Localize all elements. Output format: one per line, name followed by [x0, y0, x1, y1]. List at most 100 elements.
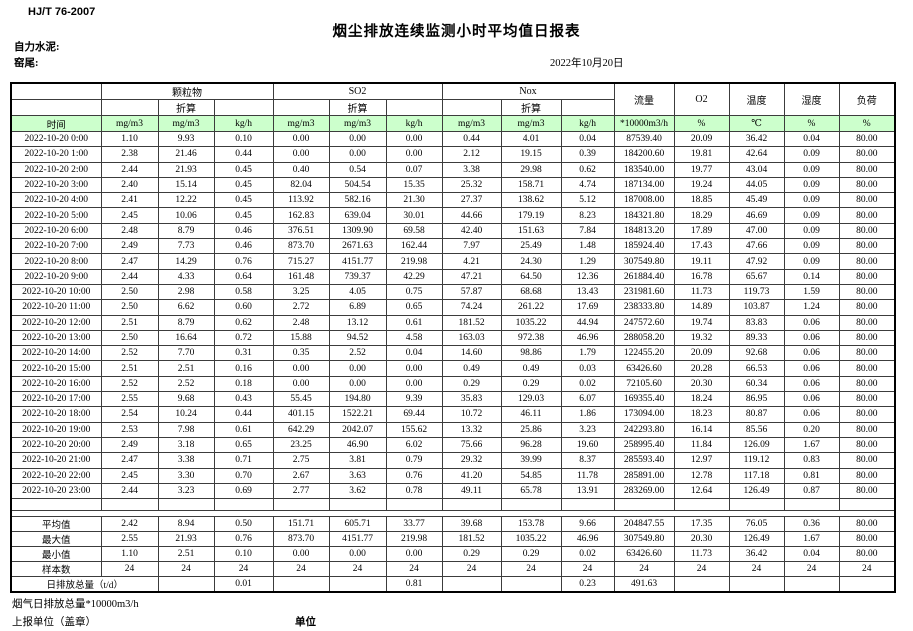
- value-cell: 0.09: [783, 253, 840, 270]
- value-cell: 0.62: [560, 161, 615, 178]
- value-cell: 0.00: [272, 146, 330, 163]
- value-cell: 2.52: [157, 375, 215, 393]
- unit-cell: mg/m3: [328, 115, 387, 132]
- value-cell: 2.50: [100, 329, 159, 347]
- value-cell: 194.80: [328, 391, 387, 408]
- table-row: 2022-10-20 8:00 2.47 14.29 0.76 715.27 4151.7…: [10, 253, 896, 270]
- value-cell: 169355.40: [613, 391, 675, 408]
- value-cell: 17.43: [673, 238, 730, 255]
- value-cell: 0.02: [560, 375, 615, 393]
- summary-value: [728, 576, 785, 593]
- value-cell: 0.29: [441, 375, 502, 393]
- value-cell: 2.41: [100, 192, 159, 209]
- empty-cell: [728, 498, 785, 512]
- time-cell: 2022-10-20 22:00: [10, 467, 102, 484]
- summary-value: 8.94: [157, 516, 215, 533]
- value-cell: 29.32: [441, 452, 502, 469]
- value-cell: 4.58: [385, 329, 443, 347]
- value-cell: 1522.21: [328, 406, 387, 423]
- time-cell: 2022-10-20 11:00: [10, 299, 102, 316]
- value-cell: 19.15: [500, 146, 562, 163]
- value-cell: 0.09: [783, 176, 840, 194]
- value-cell: 80.00: [838, 176, 896, 194]
- value-cell: 25.49: [500, 238, 562, 255]
- time-cell: 2022-10-20 1:00: [10, 146, 102, 163]
- value-cell: 42.64: [728, 146, 785, 163]
- value-cell: 0.09: [783, 222, 840, 240]
- time-cell: 2022-10-20 12:00: [10, 314, 102, 331]
- value-cell: 0.60: [213, 299, 274, 316]
- value-cell: 2.44: [100, 482, 159, 500]
- value-cell: 18.29: [673, 207, 730, 224]
- value-cell: 68.68: [500, 283, 562, 301]
- value-cell: 42.29: [385, 268, 443, 285]
- value-cell: 0.10: [213, 130, 274, 148]
- value-cell: 184200.60: [613, 146, 675, 163]
- value-cell: 158.71: [500, 176, 562, 194]
- summary-value: 39.68: [441, 516, 502, 533]
- table-row: 2022-10-20 15:00 2.51 2.51 0.16 0.00 0.00 0.00…: [10, 360, 896, 377]
- summary-value: 24: [213, 561, 274, 578]
- value-cell: 126.49: [728, 482, 785, 500]
- value-cell: 155.62: [385, 421, 443, 438]
- value-cell: 80.00: [838, 314, 896, 331]
- summary-row: 样本数 24 24 24 24 24 24 24 24 24 24 24 24 24 24: [10, 561, 896, 578]
- value-cell: 47.92: [728, 253, 785, 270]
- header-load: 负荷: [838, 82, 896, 116]
- time-cell: 2022-10-20 2:00: [10, 161, 102, 178]
- value-cell: 80.00: [838, 238, 896, 255]
- value-cell: 2.98: [157, 283, 215, 301]
- value-cell: 17.89: [673, 222, 730, 240]
- value-cell: 0.45: [213, 192, 274, 209]
- table-row: 2022-10-20 10:00 2.50 2.98 0.58 3.25 4.05 0.75…: [10, 283, 896, 301]
- summary-value: 24: [500, 561, 562, 578]
- value-cell: 504.54: [328, 176, 387, 194]
- value-cell: 80.00: [838, 452, 896, 469]
- value-cell: 2671.63: [328, 238, 387, 255]
- value-cell: 187134.00: [613, 176, 675, 194]
- value-cell: 163.03: [441, 329, 502, 347]
- summary-value: 219.98: [385, 531, 443, 548]
- summary-row: 日排放总量（t/d） 0.01 0.81 0.23 491.63: [10, 576, 896, 593]
- value-cell: 0.09: [783, 161, 840, 178]
- summary-value: 2.55: [100, 531, 159, 548]
- value-cell: 0.76: [213, 253, 274, 270]
- value-cell: 9.68: [157, 391, 215, 408]
- value-cell: 138.62: [500, 192, 562, 209]
- value-cell: 96.28: [500, 436, 562, 454]
- summary-value: 24: [728, 561, 785, 578]
- value-cell: 0.06: [783, 329, 840, 347]
- value-cell: 0.09: [783, 192, 840, 209]
- value-cell: 4.21: [441, 253, 502, 270]
- value-cell: 49.11: [441, 482, 502, 500]
- value-cell: 151.63: [500, 222, 562, 240]
- value-cell: 119.12: [728, 452, 785, 469]
- value-cell: 285891.00: [613, 467, 675, 484]
- value-cell: 0.00: [328, 375, 387, 393]
- unit-cell: ℃: [728, 115, 785, 132]
- value-cell: 3.63: [328, 467, 387, 484]
- value-cell: 2.52: [100, 345, 159, 362]
- value-cell: 15.35: [385, 176, 443, 194]
- value-cell: 2.48: [100, 222, 159, 240]
- unit-cell: mg/m3: [500, 115, 562, 132]
- summary-value: 0.76: [213, 531, 274, 548]
- value-cell: 46.90: [328, 436, 387, 454]
- value-cell: 184813.20: [613, 222, 675, 240]
- table-row: 2022-10-20 22:00 2.45 3.30 0.70 2.67 3.63 0.76…: [10, 467, 896, 484]
- value-cell: 10.24: [157, 406, 215, 423]
- summary-value: 1.67: [783, 531, 840, 548]
- blank-row: [10, 498, 896, 512]
- empty-cell: [838, 498, 896, 512]
- standard-code: HJ/T 76-2007: [28, 6, 96, 18]
- unit-cell: kg/h: [213, 115, 274, 132]
- value-cell: 19.81: [673, 146, 730, 163]
- value-cell: 18.85: [673, 192, 730, 209]
- summary-value: 0.29: [500, 546, 562, 563]
- value-cell: 14.29: [157, 253, 215, 270]
- summary-value: 24: [560, 561, 615, 578]
- value-cell: 0.29: [500, 375, 562, 393]
- value-cell: 3.38: [157, 452, 215, 469]
- value-cell: 10.06: [157, 207, 215, 224]
